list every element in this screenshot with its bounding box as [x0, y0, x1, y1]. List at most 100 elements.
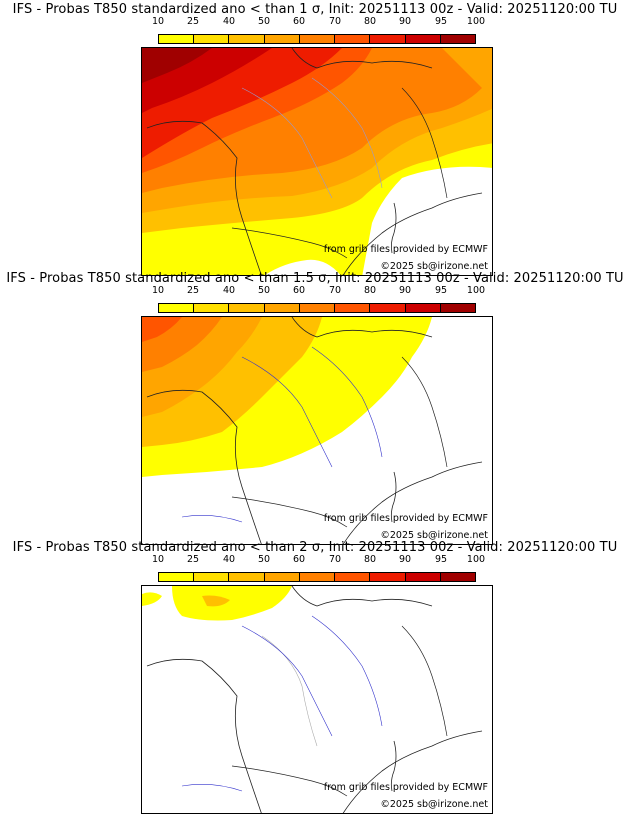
coastline-channel [291, 586, 433, 607]
colorbar-swatch [405, 35, 441, 43]
colorbar-swatch [299, 304, 336, 312]
colorbar-tick-labels: 10 25 40 50 60 70 80 90 95 100 [0, 554, 630, 568]
colorbar-tick: 95 [434, 554, 448, 565]
colorbar-tick: 80 [363, 285, 377, 296]
corsica [390, 202, 397, 254]
colorbar-swatch [370, 573, 406, 581]
coastline-atlantic [146, 658, 262, 813]
colorbar-swatch [194, 573, 230, 581]
colorbar-swatch [194, 35, 230, 43]
gulf-of-lion [265, 259, 341, 275]
colorbar-swatch [264, 304, 300, 312]
coastline-med [342, 730, 483, 813]
panel-title: IFS - Probas T850 standardized ano < tha… [6, 271, 624, 286]
colorbar-tick: 40 [222, 285, 236, 296]
colorbar-tick-labels: 10 25 40 50 60 70 80 90 95 100 [0, 16, 630, 30]
colorbar-tick-labels: 10 25 40 50 60 70 80 90 95 100 [0, 285, 630, 299]
colorbar-swatch [264, 573, 300, 581]
prob-10-area [142, 592, 162, 606]
map-graphic [142, 317, 492, 544]
colorbar-tick: 80 [363, 16, 377, 27]
colorbar-tick: 100 [466, 16, 486, 27]
colorbar-swatch [335, 573, 371, 581]
credit-copyright: ©2025 sb@irizone.net [380, 261, 488, 272]
probability-map: from grib files provided by ECMWF ©2025 … [141, 47, 493, 276]
colorbar [158, 572, 476, 582]
colorbar-tick: 95 [434, 285, 448, 296]
colorbar-tick: 25 [186, 554, 200, 565]
colorbar-tick: 60 [292, 285, 306, 296]
colorbar-swatch [264, 35, 300, 43]
colorbar-tick: 60 [292, 16, 306, 27]
credit-source: from grib files provided by ECMWF [323, 513, 488, 524]
sea-background [142, 586, 492, 813]
colorbar-swatch [159, 573, 195, 581]
probability-map: from grib files provided by ECMWF ©2025 … [141, 316, 493, 545]
colorbar-swatch [370, 304, 406, 312]
coastline-atlantic [146, 389, 262, 544]
colorbar [158, 34, 476, 44]
colorbar-tick: 70 [328, 16, 342, 27]
colorbar-tick: 80 [363, 554, 377, 565]
colorbar-tick: 10 [151, 16, 165, 27]
colorbar-swatches [158, 303, 476, 313]
credit-source: from grib files provided by ECMWF [323, 244, 488, 255]
prob-10-area [172, 586, 292, 621]
colorbar-swatch [299, 35, 336, 43]
colorbar-swatches [158, 572, 476, 582]
river [241, 87, 333, 199]
colorbar-swatches [158, 34, 476, 44]
map-panel-2: IFS - Probas T850 standardized ano < tha… [0, 269, 630, 545]
river [181, 784, 243, 792]
colorbar-tick: 25 [186, 16, 200, 27]
corsica [390, 471, 397, 523]
colorbar-tick: 100 [466, 554, 486, 565]
colorbar-tick: 10 [151, 285, 165, 296]
border-pyrenees [231, 227, 348, 259]
colorbar-swatch [194, 304, 230, 312]
colorbar-tick: 90 [398, 16, 412, 27]
colorbar-swatch [335, 304, 371, 312]
colorbar-swatch [229, 573, 265, 581]
colorbar-swatch [440, 304, 475, 312]
coastline-med [342, 461, 483, 544]
colorbar-swatch [440, 35, 475, 43]
map-panel-1: IFS - Probas T850 standardized ano < tha… [0, 0, 630, 276]
corsica [390, 740, 397, 792]
colorbar-swatch [299, 573, 336, 581]
coastline-med [342, 192, 483, 275]
colorbar-tick: 25 [186, 285, 200, 296]
border-pyrenees [231, 765, 348, 797]
colorbar-swatch [405, 573, 441, 581]
prob-95-area [142, 48, 212, 83]
colorbar-swatch [229, 35, 265, 43]
credit-source: from grib files provided by ECMWF [323, 782, 488, 793]
colorbar-swatch [440, 573, 475, 581]
river [181, 515, 243, 523]
colorbar-tick: 95 [434, 16, 448, 27]
prob-40-area [202, 595, 230, 607]
colorbar [158, 303, 476, 313]
panel-title: IFS - Probas T850 standardized ano < tha… [12, 2, 618, 17]
colorbar-tick: 50 [257, 285, 271, 296]
credit-copyright: ©2025 sb@irizone.net [380, 530, 488, 541]
colorbar-swatch [159, 35, 195, 43]
river [241, 625, 333, 737]
border-east [401, 87, 448, 199]
colorbar-swatch [370, 35, 406, 43]
admin-boundary [261, 635, 318, 747]
coastline-atlantic [146, 120, 262, 275]
colorbar-tick: 70 [328, 554, 342, 565]
map-panel-3: IFS - Probas T850 standardized ano < tha… [0, 538, 630, 814]
prob-70-area [142, 317, 182, 342]
colorbar-tick: 90 [398, 285, 412, 296]
probability-map: from grib files provided by ECMWF ©2025 … [141, 585, 493, 814]
river [311, 77, 383, 189]
panel-title: IFS - Probas T850 standardized ano < tha… [12, 540, 618, 555]
colorbar-tick: 90 [398, 554, 412, 565]
border-east [401, 356, 448, 468]
map-graphic [142, 48, 492, 275]
colorbar-swatch [405, 304, 441, 312]
colorbar-tick: 50 [257, 554, 271, 565]
credit-copyright: ©2025 sb@irizone.net [380, 799, 488, 810]
